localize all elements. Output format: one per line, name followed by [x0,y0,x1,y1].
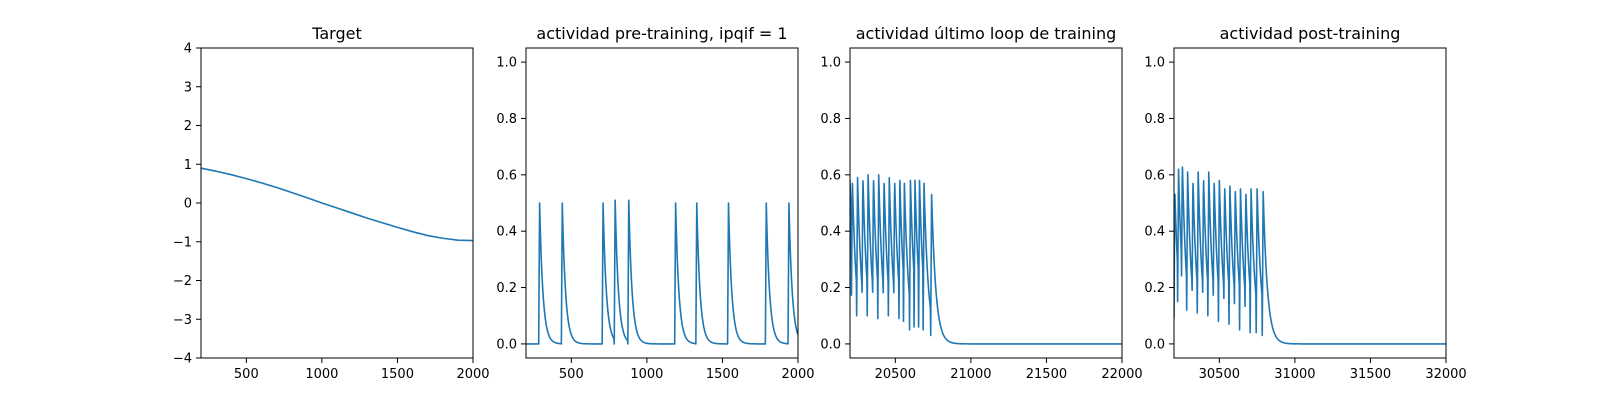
subplot-3: actividad último loop de training 20500 21… [820,24,1142,382]
y-tick-label: 1.0 [496,56,517,71]
x-tick-label: 1000 [305,367,338,382]
x-tick-label: 500 [234,367,259,382]
y-tick-label: 0.8 [820,112,841,127]
y-tick-label: −3 [173,313,192,328]
x-tick-label: 500 [559,367,584,382]
x-tick-label: 2000 [456,367,489,382]
subplot-1: Target 500 1000 1500 2000 −4 −3 −2 −1 0 1 2 3 4 [173,24,490,382]
y-tick-label: 4 [184,42,192,57]
y-tick-label: −1 [173,235,192,250]
y-tick-label: 0.8 [496,112,517,127]
y-tick-label: −4 [173,352,192,367]
subplot-title: actividad pre-training, ipqif = 1 [536,24,787,43]
x-tick-label: 1000 [630,367,663,382]
x-tick-label: 20500 [875,367,916,382]
subplot-title: actividad post-training [1220,24,1401,43]
x-tick-label: 1500 [381,367,414,382]
y-tick-label: −2 [173,274,192,289]
y-tick-label: 0.6 [496,168,517,183]
y-tick-label: 0.4 [820,225,841,240]
y-tick-label: 0.2 [1144,281,1165,296]
y-tick-label: 0.2 [820,281,841,296]
y-tick-label: 1.0 [820,56,841,71]
data-series-line [1174,166,1446,345]
y-tick-label: 0.4 [496,225,517,240]
x-tick-label: 21000 [950,367,991,382]
y-tick-label: 0.0 [820,337,841,352]
x-tick-label: 2000 [781,367,814,382]
y-tick-label: 0.4 [1144,225,1165,240]
y-tick-label: 0.0 [496,337,517,352]
y-tick-label: 1.0 [1144,56,1165,71]
y-tick-label: 3 [184,80,192,95]
subplot-4: actividad post-training 30500 31000 31500 32… [1144,24,1466,382]
x-tick-label: 30500 [1199,367,1240,382]
x-tick-label: 31500 [1350,367,1391,382]
y-tick-label: 0.6 [820,168,841,183]
data-series-line [850,174,1122,345]
x-tick-label: 22000 [1101,367,1142,382]
axes-frame [200,47,474,359]
axes-frame [525,47,799,359]
x-tick-label: 31000 [1274,367,1315,382]
axes-frame [1173,47,1447,359]
y-tick-label: 0.0 [1144,337,1165,352]
y-tick-label: 0 [184,197,192,212]
subplot-2: actividad pre-training, ipqif = 1 500 1000… [496,24,814,382]
x-tick-label: 1500 [706,367,739,382]
y-tick-label: 1 [184,158,192,173]
subplot-title: actividad último loop de training [856,24,1117,43]
y-tick-label: 0.6 [1144,168,1165,183]
y-tick-label: 2 [184,119,192,134]
x-tick-label: 21500 [1026,367,1067,382]
subplot-title: Target [311,24,362,43]
y-tick-label: 0.2 [496,281,517,296]
x-tick-label: 32000 [1425,367,1466,382]
data-series-line [201,167,473,242]
y-tick-label: 0.8 [1144,112,1165,127]
data-series-line [526,199,798,345]
axes-frame [849,47,1123,359]
